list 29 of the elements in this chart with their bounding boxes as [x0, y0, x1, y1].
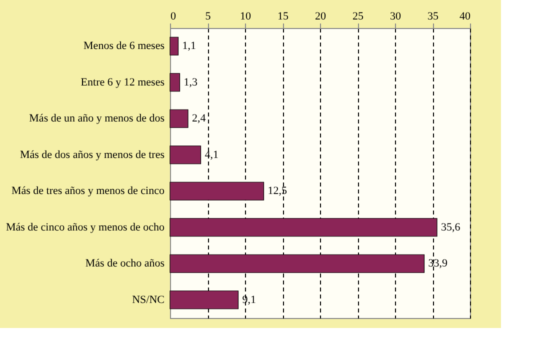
data-label: 2,4 [192, 112, 206, 125]
bar [170, 146, 202, 164]
x-tick-label: 20 [315, 10, 326, 22]
y-tick-label: Más de ocho años [85, 258, 164, 270]
y-tick-label: Más de tres años y menos de cinco [11, 185, 165, 198]
x-tick-label: 15 [278, 10, 289, 22]
x-tick-label: 0 [170, 10, 176, 22]
data-label: 1,3 [184, 76, 198, 88]
x-tick-label: 10 [240, 10, 252, 22]
data-label: 1,1 [182, 40, 196, 52]
data-label: 33,9 [428, 258, 448, 270]
y-tick-label: Entre 6 y 12 meses [80, 76, 164, 88]
y-tick-label: Más de dos años y menos de tres [20, 148, 164, 161]
x-tick-label: 30 [390, 10, 402, 22]
x-tick-label: 35 [428, 10, 439, 22]
y-tick-label: Más de cinco años y menos de ocho [6, 221, 165, 234]
data-label: 12,5 [268, 185, 288, 198]
y-tick-label: Menos de 6 meses [84, 40, 164, 52]
bar [170, 182, 264, 200]
bar [170, 109, 188, 128]
x-tick-label: 25 [352, 10, 364, 22]
y-tick-label: NS/NC [132, 294, 164, 306]
x-tick-label: 40 [460, 10, 471, 22]
x-tick-label: 5 [205, 10, 212, 22]
data-label: 9,1 [242, 294, 256, 306]
data-label: 35,6 [441, 221, 461, 234]
y-tick-label: Más de un año y menos de dos [29, 112, 164, 125]
bar [170, 36, 179, 56]
bar [170, 73, 180, 92]
